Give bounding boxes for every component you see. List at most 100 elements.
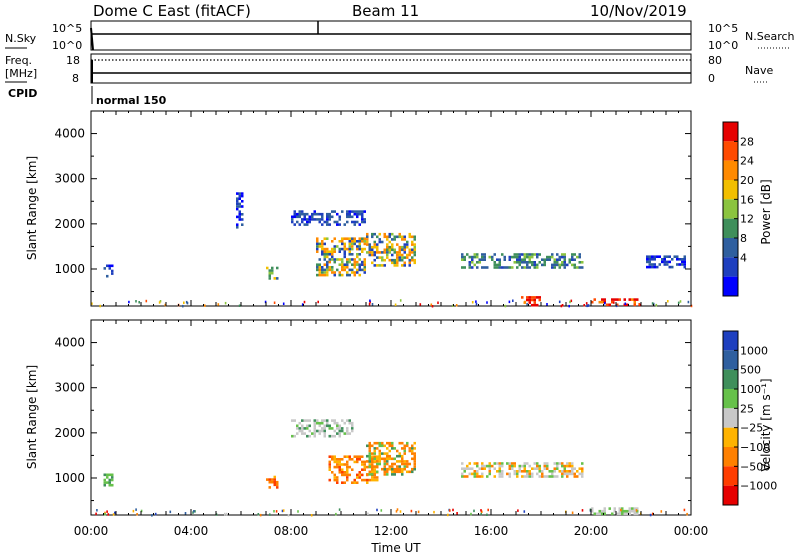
power-cell-5 [406,245,409,249]
time-tick-label: 12:00 [374,524,409,538]
power-cell-5 [408,261,411,265]
power-cell-5 [393,251,396,254]
power-cell-6 [578,266,581,269]
velocity-cell-0 [103,483,106,487]
power-cell-6 [516,261,519,264]
power-cell-3 [326,212,329,216]
power-colorbar-tick-label: 20 [740,174,754,187]
velocity-cell-2 [301,427,304,430]
power-cell-4 [351,240,354,243]
velocity-cell-4 [401,454,404,458]
power-cell-5 [391,248,394,252]
power-cell-2 [266,266,269,270]
power-cell-3 [351,210,354,213]
power-cell-4 [336,268,339,272]
power-cell-4 [326,266,329,269]
velocity-cell-4 [378,460,381,463]
velocity-cell-5 [473,462,476,465]
power-cell-6 [576,255,579,259]
power-cell-4 [343,242,346,246]
power-cell-5 [383,251,386,254]
power-cell-5 [396,243,399,246]
power-cell-4 [336,245,339,248]
velocity-cell-3 [331,455,334,458]
power-cell-4 [361,268,364,272]
velocity-cell-2 [296,427,299,430]
power-cell-4 [346,260,349,264]
velocity-cell-4 [393,447,396,450]
velocity-colorbar-label: Velocity [m s⁻¹] [759,378,773,471]
velocity-cell-2 [343,432,346,435]
power-cell-3 [323,220,326,224]
velocity-cell-6 [633,512,636,516]
velocity-cell-5 [541,470,544,473]
power-cell-8 [591,300,594,304]
velocity-cell-3 [363,478,366,482]
velocity-scatter-cell [487,508,489,512]
power-cell-4 [323,253,326,256]
power-cell-3 [303,218,306,221]
power-cell-3 [356,215,359,219]
velocity-scatter-cell [367,512,369,515]
power-colorbar-tick-label: 4 [740,251,747,264]
velocity-cell-3 [358,471,361,474]
velocity-cell-5 [576,470,579,473]
velocity-cell-5 [531,472,534,476]
power-cell-3 [291,220,294,224]
power-cell-2 [271,271,274,275]
velocity-cell-3 [376,455,379,458]
power-cell-5 [383,235,386,239]
velocity-cell-5 [556,464,559,468]
velocity-cell-5 [463,467,466,470]
power-cell-5 [388,251,391,254]
power-cell-5 [408,258,411,262]
velocity-scatter-cell [193,510,195,513]
velocity-cell-3 [336,460,339,464]
velocity-cell-5 [466,475,469,478]
velocity-cell-6 [618,507,621,510]
velocity-cell-1 [273,475,276,479]
power-cell-6 [576,266,579,269]
power-cell-6 [538,253,541,256]
power-cell-4 [341,240,344,243]
power-cell-6 [508,255,511,259]
velocity-cell-4 [403,447,406,450]
velocity-cell-4 [378,452,381,455]
velocity-scatter-cell [151,514,153,517]
velocity-cell-4 [386,447,389,450]
velocity-cell-5 [543,475,546,478]
power-cell-5 [386,248,389,252]
power-cell-7 [536,303,539,307]
power-cell-3 [336,223,339,226]
noise-strip: N.Sky 10^5 10^0 10^5 10^0 N.Search [5,20,795,52]
nave-tick-low: 0 [708,72,715,85]
velocity-cell-5 [571,464,574,468]
power-scatter-cell [317,300,319,304]
velocity-cell-2 [308,429,311,433]
velocity-cell-2 [338,427,341,430]
velocity-cell-3 [371,476,374,479]
power-cell-6 [518,255,521,259]
power-cell-1 [241,205,244,208]
power-cell-4 [326,271,329,274]
power-cell-4 [363,237,366,240]
velocity-cell-2 [336,432,339,435]
power-cell-5 [406,256,409,259]
velocity-scatter-cell [523,510,526,513]
velocity-cell-1 [271,478,274,481]
power-scatter-cell [301,303,304,306]
velocity-cell-3 [371,463,374,466]
power-cell-1 [241,223,244,226]
velocity-cell-4 [371,452,374,455]
power-scatter-cell [164,303,167,307]
power-cell-5 [411,235,414,239]
power-cell-4 [348,240,351,243]
power-cell-6 [513,261,516,264]
power-cell-6 [518,263,521,267]
power-cell-3 [296,215,299,219]
power-cell-6 [528,255,531,259]
velocity-cell-4 [391,470,394,474]
velocity-cell-4 [381,441,384,445]
power-cell-4 [343,263,346,266]
velocity-cell-4 [396,465,399,468]
